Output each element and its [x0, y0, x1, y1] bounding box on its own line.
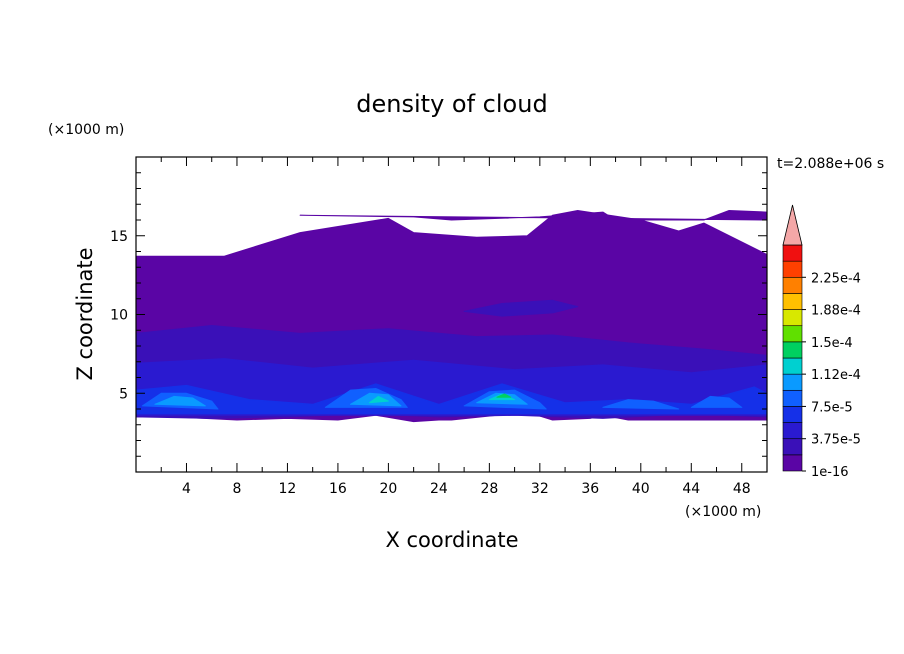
colorbar-label: 2.25e-4	[811, 271, 861, 286]
density-region-10	[690, 395, 743, 408]
x-axis-label: X coordinate	[385, 528, 518, 552]
y-tick-label: 5	[119, 386, 128, 402]
colorbar-label: 1e-16	[811, 465, 849, 480]
colorbar-swatch	[782, 357, 803, 375]
density-region-9	[602, 399, 680, 410]
colorbar-label: 3.75e-5	[811, 433, 861, 448]
time-label: t=2.088e+06 s	[777, 156, 884, 172]
x-tick-label: 40	[632, 481, 650, 497]
x-tick-label: 24	[430, 481, 448, 497]
colorbar-extend-triangle	[782, 204, 803, 246]
density-region-13	[154, 395, 206, 407]
colorbar-swatch	[782, 260, 803, 278]
colorbar-swatch	[782, 389, 803, 407]
x-tick-label: 20	[379, 481, 397, 497]
y-axis: 5 10 15	[110, 172, 767, 457]
colorbar: 1e-16 3.75e-5 7.5e-5 1.12e-4 1.5e-4 1.88e-4 2.…	[782, 204, 861, 480]
density-region-1	[299, 210, 767, 221]
colorbar-swatch	[782, 293, 803, 310]
x-axis-unit: (×1000 m)	[685, 504, 761, 520]
colorbar-label: 7.5e-5	[811, 400, 853, 415]
chart-title: density of cloud	[356, 90, 547, 118]
colorbar-swatch	[782, 309, 803, 327]
density-region-14	[369, 395, 389, 404]
colorbar-swatch	[782, 276, 803, 294]
colorbar-label: 1.5e-4	[811, 336, 853, 351]
y-tick-label: 15	[110, 229, 128, 245]
x-tick-label: 48	[733, 481, 751, 497]
colorbar-swatch	[782, 373, 803, 391]
density-region-3	[463, 299, 579, 317]
x-tick-label: 12	[279, 481, 297, 497]
colorbar-swatch	[782, 406, 803, 423]
x-axis: 4 8 12 16 20 24 28 32 36 40 44 48	[160, 157, 751, 497]
y-axis-unit: (×1000 m)	[48, 122, 124, 138]
colorbar-swatch	[782, 422, 803, 440]
colorbar-label: 1.88e-4	[811, 304, 861, 319]
x-tick-label: 16	[329, 481, 347, 497]
x-tick-label: 44	[682, 481, 700, 497]
x-tick-label: 32	[531, 481, 549, 497]
x-tick-label: 36	[581, 481, 599, 497]
density-field	[136, 210, 767, 423]
colorbar-swatch	[782, 454, 803, 472]
colorbar-swatch	[782, 325, 803, 343]
colorbar-swatch	[782, 244, 803, 262]
y-axis-label: Z coordinate	[73, 247, 97, 380]
colorbar-label: 1.12e-4	[811, 368, 861, 383]
density-region-16	[496, 393, 512, 398]
x-tick-label: 4	[182, 481, 191, 497]
colorbar-swatch	[782, 438, 803, 456]
colorbar-swatch	[782, 341, 803, 359]
x-tick-label: 28	[480, 481, 498, 497]
y-tick-label: 10	[110, 308, 128, 324]
x-tick-label: 8	[232, 481, 241, 497]
